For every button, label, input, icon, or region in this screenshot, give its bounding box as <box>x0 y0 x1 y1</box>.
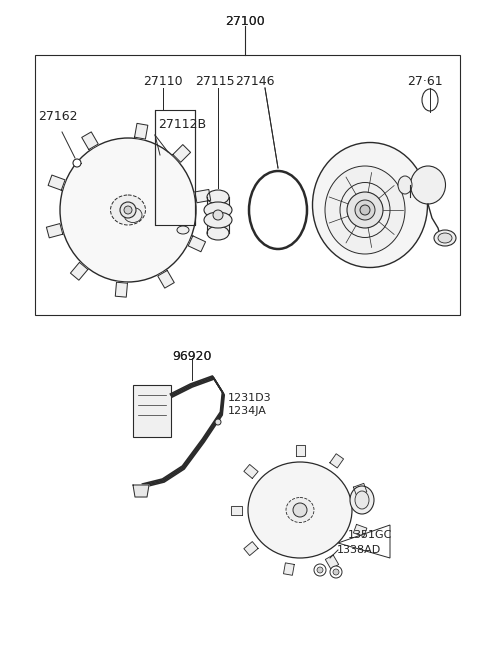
Ellipse shape <box>312 143 428 267</box>
Polygon shape <box>188 236 205 252</box>
Circle shape <box>124 206 132 214</box>
Ellipse shape <box>110 195 145 225</box>
Circle shape <box>347 192 383 228</box>
Polygon shape <box>244 541 258 556</box>
Bar <box>35 55 460 315</box>
Polygon shape <box>47 223 63 238</box>
Ellipse shape <box>325 166 405 254</box>
Bar <box>155 110 195 225</box>
Text: 1231D3: 1231D3 <box>228 393 272 403</box>
Text: 27112B: 27112B <box>158 118 206 131</box>
Circle shape <box>293 503 307 517</box>
Ellipse shape <box>204 212 232 228</box>
Polygon shape <box>284 563 294 576</box>
Polygon shape <box>133 485 149 497</box>
Text: 27100: 27100 <box>225 15 265 28</box>
Bar <box>207 197 229 233</box>
Text: 27115: 27115 <box>195 75 235 88</box>
Text: 27110: 27110 <box>143 75 183 88</box>
Circle shape <box>314 564 326 576</box>
Ellipse shape <box>204 202 232 218</box>
Text: 1234JA: 1234JA <box>228 406 267 416</box>
Ellipse shape <box>60 138 196 282</box>
Polygon shape <box>195 189 211 203</box>
Polygon shape <box>230 505 241 514</box>
Polygon shape <box>325 555 339 569</box>
Ellipse shape <box>248 462 352 558</box>
Ellipse shape <box>410 166 445 204</box>
Text: 96920: 96920 <box>172 350 212 363</box>
Polygon shape <box>71 262 88 280</box>
Text: 1351GC: 1351GC <box>348 530 392 540</box>
Text: 27·61: 27·61 <box>407 75 443 88</box>
Circle shape <box>355 200 375 220</box>
Polygon shape <box>115 283 128 297</box>
Text: 1338AD: 1338AD <box>337 545 381 555</box>
Ellipse shape <box>350 486 374 514</box>
Circle shape <box>317 567 323 573</box>
Text: 27162: 27162 <box>38 110 78 123</box>
Bar <box>133 385 171 437</box>
Polygon shape <box>173 145 191 162</box>
Text: 27146: 27146 <box>235 75 275 88</box>
Ellipse shape <box>438 233 452 243</box>
Circle shape <box>215 419 221 425</box>
Polygon shape <box>296 445 304 455</box>
Ellipse shape <box>434 230 456 246</box>
Polygon shape <box>134 124 148 139</box>
Text: 27100: 27100 <box>225 15 265 28</box>
Ellipse shape <box>286 497 314 522</box>
Circle shape <box>330 566 342 578</box>
Polygon shape <box>82 132 98 150</box>
Ellipse shape <box>355 491 369 509</box>
Polygon shape <box>48 175 65 190</box>
Circle shape <box>333 569 339 575</box>
Polygon shape <box>244 464 258 478</box>
Ellipse shape <box>177 226 189 234</box>
Polygon shape <box>353 484 367 495</box>
Ellipse shape <box>207 190 229 204</box>
Ellipse shape <box>207 226 229 240</box>
Polygon shape <box>330 454 344 468</box>
Polygon shape <box>353 524 367 537</box>
Circle shape <box>213 210 223 220</box>
Circle shape <box>120 202 136 218</box>
Text: 96920: 96920 <box>172 350 212 363</box>
Polygon shape <box>158 271 174 288</box>
Circle shape <box>73 159 81 167</box>
Circle shape <box>360 205 370 215</box>
Ellipse shape <box>398 176 412 194</box>
